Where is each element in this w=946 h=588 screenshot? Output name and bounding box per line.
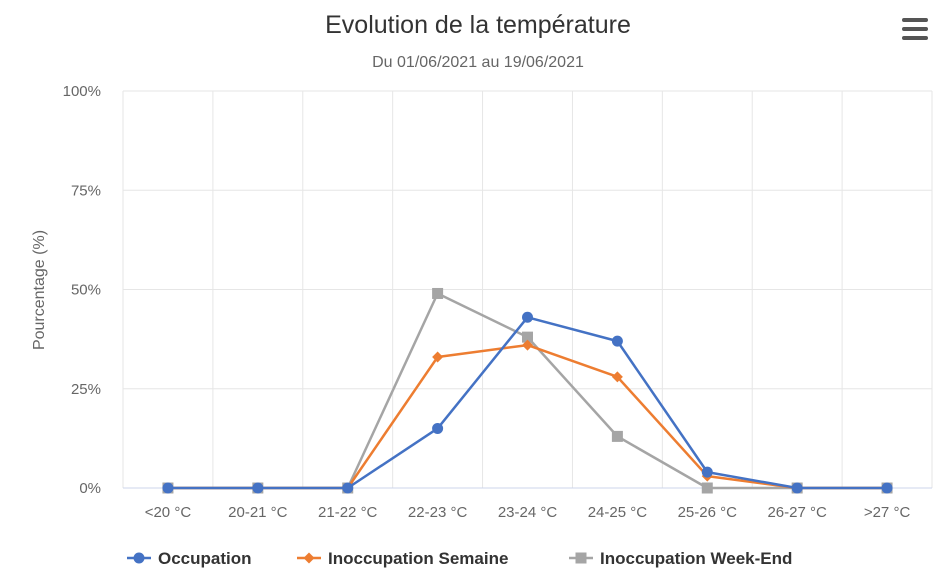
data-point	[162, 482, 174, 494]
x-tick-label: 24-25 °C	[588, 504, 648, 521]
data-point	[881, 482, 893, 494]
x-tick-label: 21-22 °C	[318, 504, 378, 521]
y-tick-label: 100%	[63, 83, 101, 100]
data-point	[611, 430, 623, 442]
legend-label: Inoccupation Week-End	[600, 549, 792, 568]
hamburger-menu-icon[interactable]	[902, 18, 928, 40]
y-tick-label: 25%	[71, 381, 101, 398]
series-group	[162, 311, 893, 494]
legend-marker	[303, 552, 315, 564]
data-point	[252, 482, 264, 494]
data-point	[522, 311, 533, 323]
data-point	[701, 466, 713, 478]
data-point	[701, 482, 713, 494]
x-tick-label: 25-26 °C	[678, 504, 738, 521]
x-tick-label: 22-23 °C	[408, 504, 468, 521]
series-group	[162, 339, 893, 494]
legend-item[interactable]: Inoccupation Semaine	[297, 549, 508, 568]
data-point	[342, 482, 354, 494]
y-tick-label: 50%	[71, 282, 101, 299]
data-point	[432, 422, 444, 434]
legend-item[interactable]: Occupation	[127, 549, 252, 568]
data-point	[432, 287, 444, 299]
data-point	[522, 331, 533, 343]
x-tick-label: 26-27 °C	[767, 504, 827, 521]
data-point	[611, 335, 623, 347]
y-axis-label: Pourcentage (%)	[31, 230, 48, 350]
legend-marker	[133, 552, 145, 564]
data-point	[432, 351, 444, 363]
legend-label: Inoccupation Semaine	[328, 549, 508, 568]
series-line	[167, 343, 888, 490]
x-tick-label: >27 °C	[864, 504, 911, 521]
legend-marker	[575, 552, 587, 564]
legend-label: Occupation	[158, 549, 252, 568]
chart-subtitle: Du 01/06/2021 au 19/06/2021	[372, 54, 584, 71]
chart-title: Evolution de la température	[325, 11, 631, 39]
y-tick-label: 75%	[71, 182, 101, 199]
x-tick-label: 20-21 °C	[228, 504, 288, 521]
data-point	[791, 482, 803, 494]
x-tick-label: 23-24 °C	[498, 504, 558, 521]
x-tick-label: <20 °C	[145, 504, 192, 521]
legend-item[interactable]: Inoccupation Week-End	[569, 549, 792, 568]
y-tick-label: 0%	[79, 480, 101, 497]
data-point	[522, 339, 533, 351]
data-point	[611, 371, 623, 383]
